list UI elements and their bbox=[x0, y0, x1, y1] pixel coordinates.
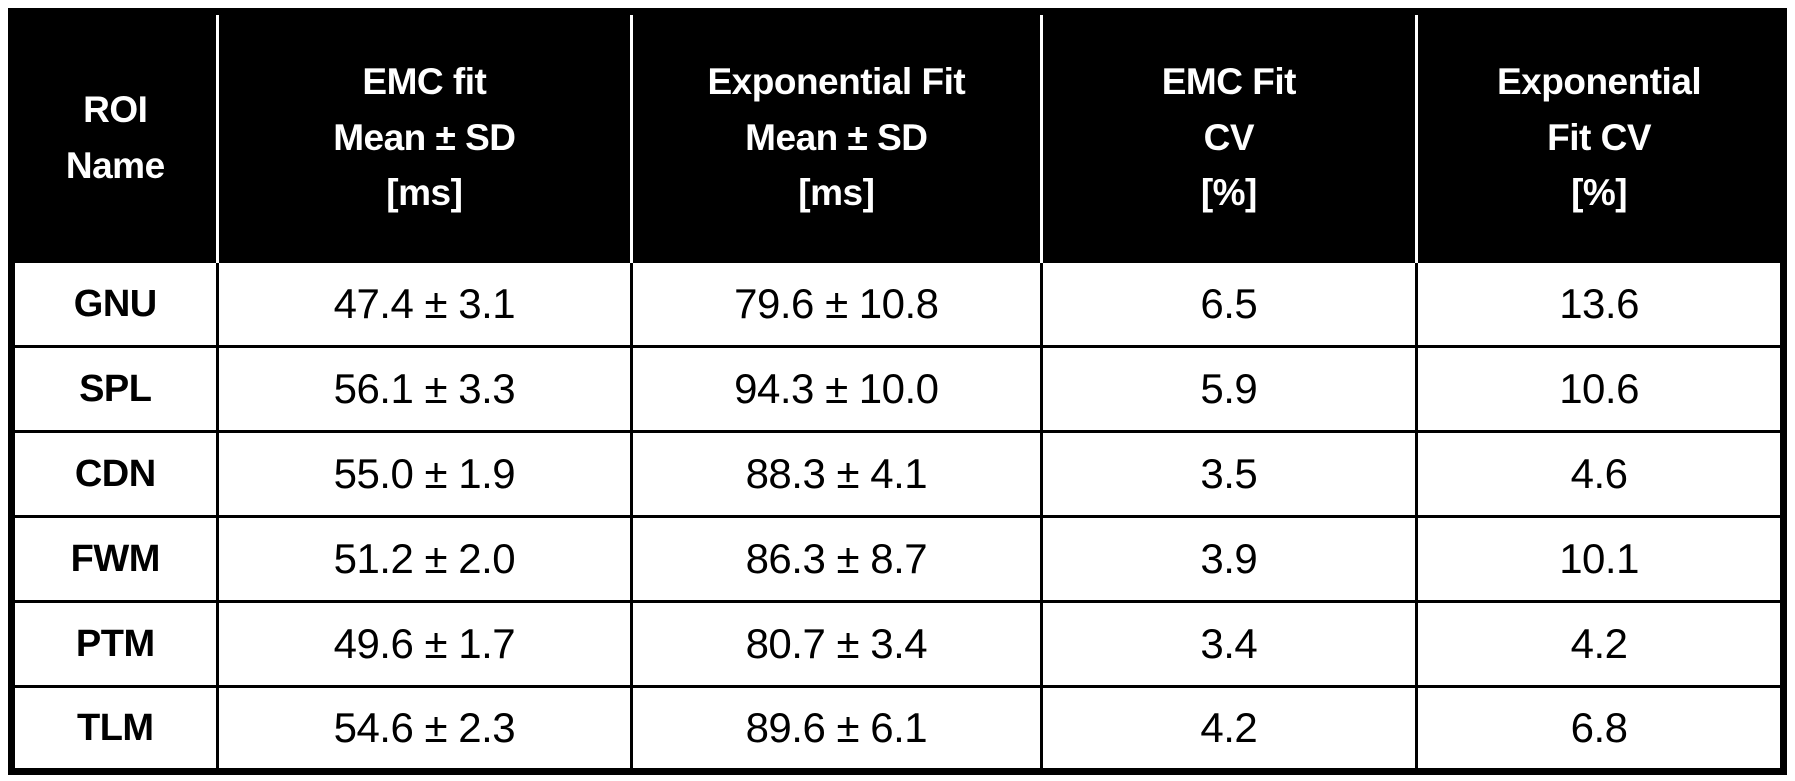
col-header-roi-name: ROI Name bbox=[11, 11, 218, 262]
roi-statistics-table: ROI Name EMC fit Mean ± SD [ms] Exponent… bbox=[8, 8, 1787, 775]
emc-fit-mean-cell: 54.6 ± 2.3 bbox=[215, 685, 634, 773]
header-row: ROI Name EMC fit Mean ± SD [ms] Exponent… bbox=[11, 11, 1784, 262]
exponential-fit-cv-cell: 10.6 bbox=[1415, 345, 1785, 433]
exponential-fit-mean-cell: 79.6 ± 10.8 bbox=[630, 260, 1043, 348]
emc-fit-cv-cell: 5.9 bbox=[1039, 345, 1419, 433]
emc-fit-mean-cell: 47.4 ± 3.1 bbox=[215, 260, 634, 348]
table-body: GNU 47.4 ± 3.1 79.6 ± 10.8 6.5 13.6 SPL … bbox=[10, 260, 1785, 773]
emc-fit-mean-cell: 56.1 ± 3.3 bbox=[215, 345, 634, 433]
roi-name-cell: TLM bbox=[10, 685, 219, 773]
exponential-fit-cv-cell: 10.1 bbox=[1415, 515, 1785, 603]
col-header-emc-fit-cv: EMC Fit CV [%] bbox=[1039, 11, 1417, 262]
col-header-exponential-fit-mean-sd: Exponential Fit Mean ± SD [ms] bbox=[630, 11, 1042, 262]
exponential-fit-cv-cell: 4.2 bbox=[1415, 600, 1785, 688]
table-row-ptm: PTM 49.6 ± 1.7 80.7 ± 3.4 3.4 4.2 bbox=[10, 600, 1785, 688]
exponential-fit-cv-cell: 6.8 bbox=[1415, 685, 1785, 773]
emc-fit-mean-cell: 51.2 ± 2.0 bbox=[215, 515, 634, 603]
emc-fit-cv-cell: 6.5 bbox=[1039, 260, 1419, 348]
exponential-fit-mean-cell: 86.3 ± 8.7 bbox=[630, 515, 1043, 603]
table-row-gnu: GNU 47.4 ± 3.1 79.6 ± 10.8 6.5 13.6 bbox=[10, 260, 1785, 348]
emc-fit-cv-cell: 3.9 bbox=[1039, 515, 1419, 603]
table-row-fwm: FWM 51.2 ± 2.0 86.3 ± 8.7 3.9 10.1 bbox=[10, 515, 1785, 603]
roi-name-cell: CDN bbox=[10, 430, 219, 518]
roi-name-cell: SPL bbox=[10, 345, 219, 433]
emc-fit-cv-cell: 3.5 bbox=[1039, 430, 1419, 518]
roi-name-cell: GNU bbox=[10, 260, 219, 348]
exponential-fit-mean-cell: 89.6 ± 6.1 bbox=[630, 685, 1043, 773]
table-header: ROI Name EMC fit Mean ± SD [ms] Exponent… bbox=[11, 11, 1784, 262]
emc-fit-cv-cell: 3.4 bbox=[1039, 600, 1419, 688]
roi-name-cell: FWM bbox=[10, 515, 219, 603]
exponential-fit-cv-cell: 4.6 bbox=[1415, 430, 1785, 518]
col-header-exponential-fit-cv: Exponential Fit CV [%] bbox=[1415, 11, 1784, 262]
table-row-spl: SPL 56.1 ± 3.3 94.3 ± 10.0 5.9 10.6 bbox=[10, 345, 1785, 433]
emc-fit-mean-cell: 49.6 ± 1.7 bbox=[215, 600, 634, 688]
exponential-fit-cv-cell: 13.6 bbox=[1415, 260, 1785, 348]
exponential-fit-mean-cell: 94.3 ± 10.0 bbox=[630, 345, 1043, 433]
emc-fit-mean-cell: 55.0 ± 1.9 bbox=[215, 430, 634, 518]
emc-fit-cv-cell: 4.2 bbox=[1039, 685, 1419, 773]
exponential-fit-mean-cell: 88.3 ± 4.1 bbox=[630, 430, 1043, 518]
roi-name-cell: PTM bbox=[10, 600, 219, 688]
table-row-cdn: CDN 55.0 ± 1.9 88.3 ± 4.1 3.5 4.6 bbox=[10, 430, 1785, 518]
exponential-fit-mean-cell: 80.7 ± 3.4 bbox=[630, 600, 1043, 688]
table-row-tlm: TLM 54.6 ± 2.3 89.6 ± 6.1 4.2 6.8 bbox=[10, 685, 1785, 773]
col-header-emc-fit-mean-sd: EMC fit Mean ± SD [ms] bbox=[215, 11, 632, 262]
